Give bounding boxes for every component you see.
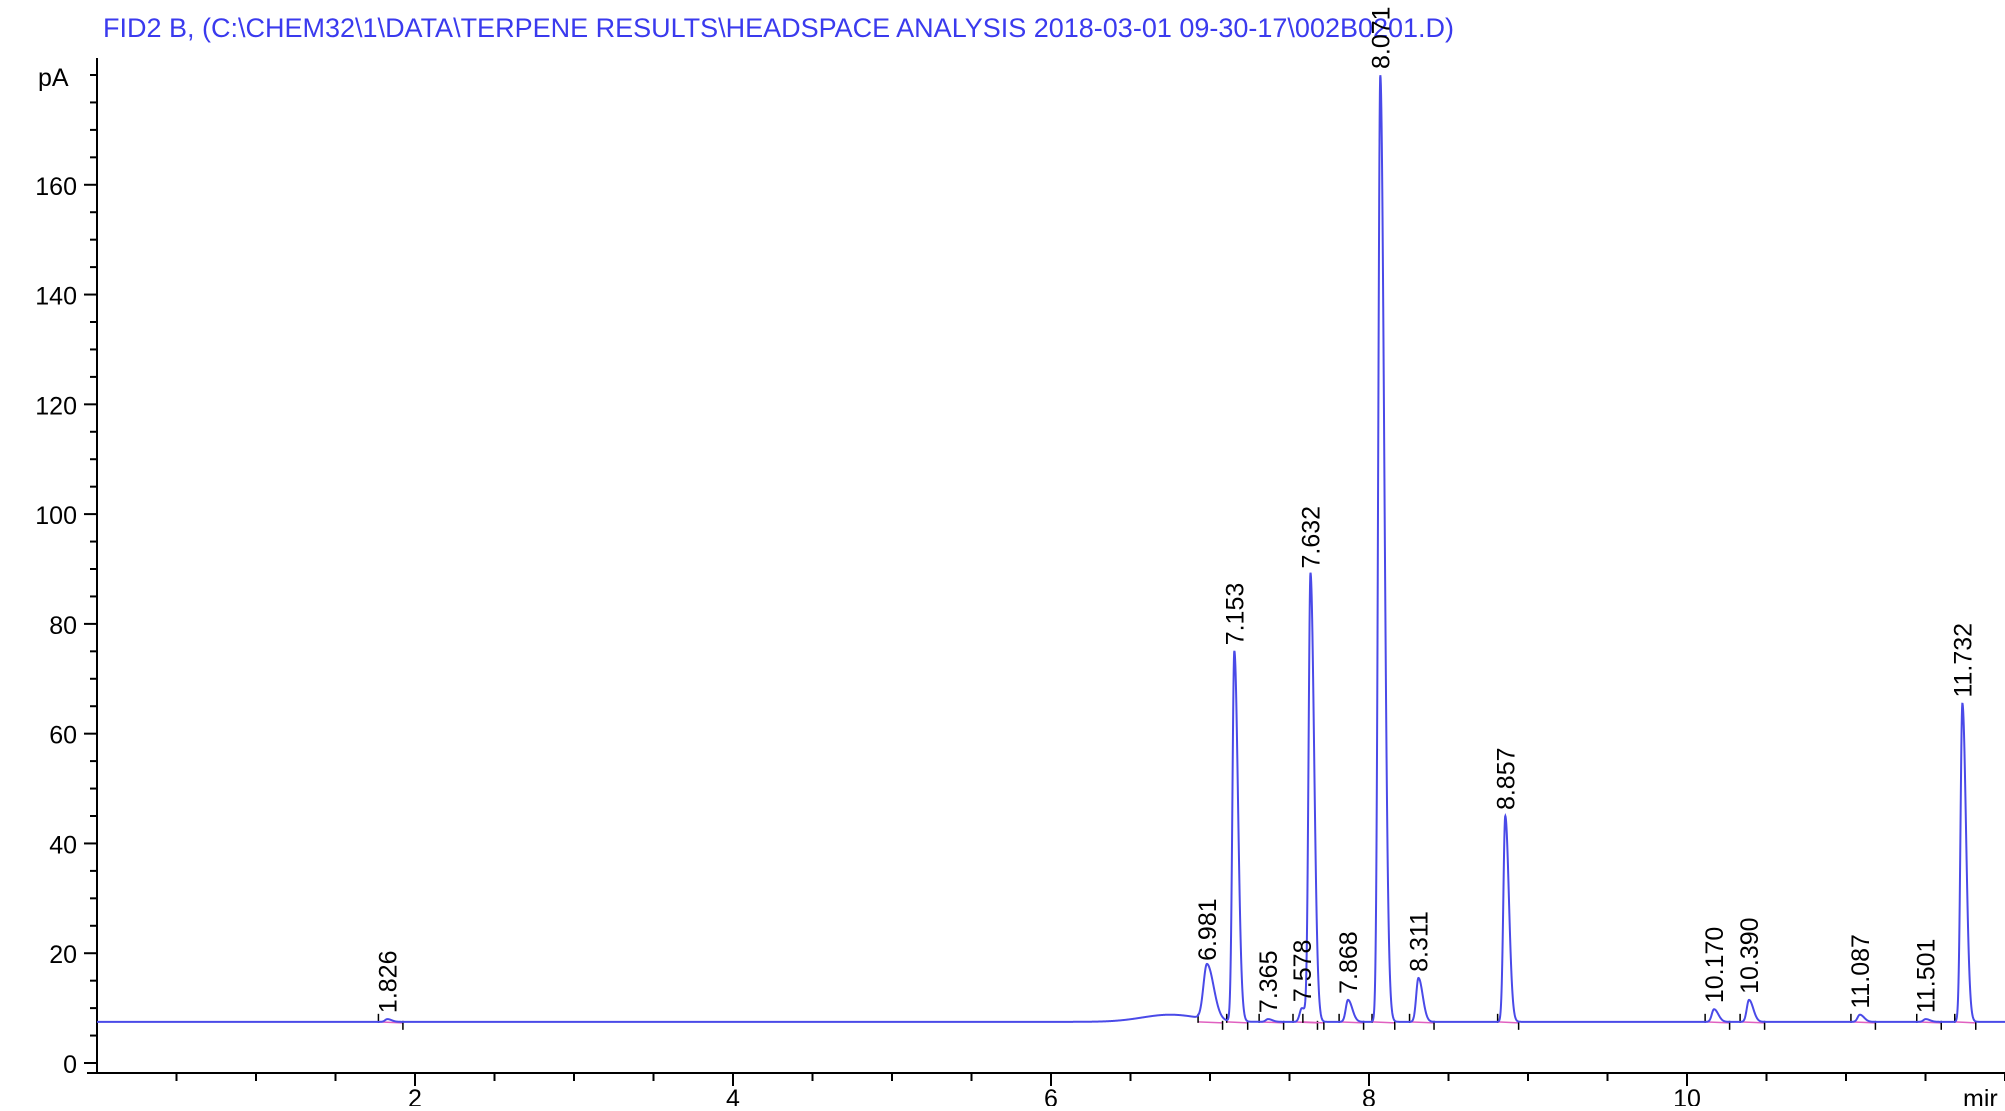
integration-baseline — [1198, 1021, 1223, 1024]
y-tick-label: 120 — [35, 392, 77, 420]
peak-label: 10.170 — [1701, 927, 1729, 1003]
peak-label: 11.087 — [1847, 934, 1875, 1009]
x-tick-label: 4 — [726, 1085, 740, 1106]
x-tick-label: 6 — [1044, 1085, 1058, 1106]
peak-label: 11.501 — [1913, 939, 1941, 1014]
y-tick-label: 20 — [49, 941, 77, 969]
peak-label: 1.826 — [374, 951, 402, 1014]
peak-label: 11.732 — [1949, 623, 1977, 698]
integration-baseline — [1302, 1021, 1324, 1024]
x-tick-label: 8 — [1362, 1085, 1376, 1106]
integration-baseline — [1954, 1021, 1976, 1024]
y-tick-label: 140 — [35, 283, 77, 311]
x-tick-label: 10 — [1673, 1085, 1701, 1106]
integration-baseline — [1740, 1021, 1765, 1024]
integration-baseline — [1226, 1021, 1248, 1024]
y-tick-label: 160 — [35, 173, 77, 201]
y-tick-label: 100 — [35, 502, 77, 530]
peak-label: 6.981 — [1194, 898, 1222, 961]
peak-label: 8.857 — [1492, 747, 1520, 810]
peak-label: 7.365 — [1255, 951, 1283, 1014]
y-tick-label: 60 — [49, 722, 77, 750]
y-tick-label: 0 — [63, 1051, 77, 1079]
y-axis-label: pA — [38, 64, 69, 92]
peak-label: 10.390 — [1736, 917, 1764, 993]
peak-label: 7.153 — [1221, 583, 1249, 646]
integration-baseline — [1339, 1021, 1364, 1024]
y-tick-label: 40 — [49, 831, 77, 859]
peak-label: 8.311 — [1405, 911, 1433, 972]
integration-baseline — [1409, 1021, 1435, 1024]
x-tick-label: 2 — [408, 1085, 422, 1106]
peak-label: 7.868 — [1335, 931, 1363, 994]
chromatogram-trace — [97, 75, 2005, 1023]
peak-labels: 1.826 6.981 7.153 7.365 7.578 7.632 7.868 8.071… — [374, 6, 1977, 1013]
y-tick-label: 80 — [49, 612, 77, 640]
integration-baseline — [1705, 1021, 1730, 1024]
integration-baseline — [1371, 1021, 1395, 1024]
x-axis-label: mir — [1963, 1085, 1998, 1106]
peak-label: 7.578 — [1289, 940, 1317, 1003]
integration-baseline — [1497, 1021, 1519, 1024]
peak-label: 8.071 — [1367, 6, 1395, 69]
peak-label: 7.632 — [1297, 506, 1325, 569]
chart-title: FID2 B, (C:\CHEM32\1\DATA\TERPENE RESULT… — [103, 13, 1454, 43]
